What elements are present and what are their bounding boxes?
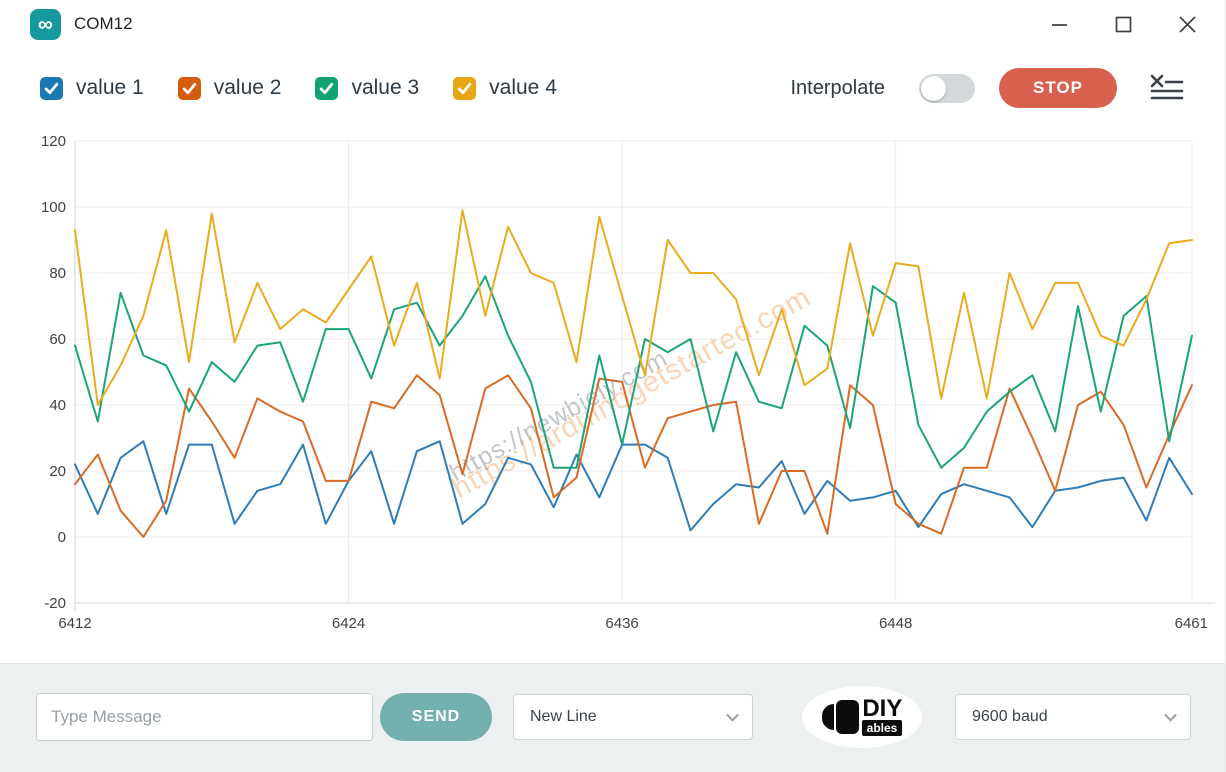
chart-region: https://newbiely.com https://arduinogets… — [0, 123, 1225, 653]
logo-badge: ables — [861, 720, 903, 736]
toolbar: value 1 value 2 value 3 value 4 Interpol… — [0, 52, 1225, 124]
clear-log-button[interactable] — [1148, 73, 1184, 103]
baud-rate-select[interactable]: 9600 baud — [955, 694, 1191, 740]
svg-text:6436: 6436 — [605, 615, 638, 632]
minimize-button[interactable] — [1051, 16, 1068, 33]
maximize-icon — [1115, 16, 1132, 32]
svg-text:6412: 6412 — [58, 615, 91, 632]
svg-text:100: 100 — [41, 199, 66, 216]
maximize-button[interactable] — [1115, 16, 1132, 33]
legend-item-value1[interactable]: value 1 — [40, 76, 144, 100]
logo-text: DIY — [862, 695, 903, 722]
baud-rate-value: 9600 baud — [972, 708, 1048, 725]
infinity-icon: ∞ — [38, 12, 53, 36]
bottom-panel: SEND New Line DIY ables 9600 baud — [0, 663, 1225, 772]
legend-item-value2[interactable]: value 2 — [177, 76, 282, 100]
svg-text:120: 120 — [41, 133, 66, 150]
interpolate-label: Interpolate — [790, 76, 885, 99]
logo-block-icon — [835, 700, 859, 734]
svg-text:60: 60 — [49, 331, 66, 348]
minimize-icon — [1052, 23, 1067, 26]
close-button[interactable] — [1179, 15, 1196, 33]
legend-label: value 1 — [76, 76, 144, 99]
line-ending-value: New Line — [530, 708, 597, 725]
message-input[interactable] — [36, 693, 373, 741]
window-controls — [1051, 15, 1225, 33]
legend-label: value 3 — [351, 76, 420, 99]
svg-text:40: 40 — [49, 397, 66, 414]
checkbox-value4-icon — [453, 76, 477, 100]
legend-item-value3[interactable]: value 3 — [315, 76, 419, 100]
close-icon — [1179, 15, 1196, 33]
interpolate-toggle[interactable] — [919, 73, 975, 103]
svg-text:20: 20 — [49, 463, 66, 480]
svg-text:6424: 6424 — [332, 615, 365, 632]
checkbox-value2-icon — [177, 76, 201, 100]
svg-text:0: 0 — [58, 529, 66, 546]
line-chart: 120 100 80 60 40 20 0 -20 6412 6424 6436 6448 6461 — [41, 133, 1215, 632]
toggle-knob-icon — [921, 75, 946, 101]
clear-list-icon — [1150, 74, 1183, 99]
legend-label: value 4 — [489, 76, 557, 99]
diyables-logo: DIY ables — [802, 686, 922, 748]
svg-text:6461: 6461 — [1175, 615, 1208, 632]
arduino-app-icon: ∞ — [30, 8, 61, 40]
chevron-down-icon — [726, 708, 739, 722]
titlebar: ∞ COM12 — [0, 0, 1225, 48]
svg-text:-20: -20 — [44, 595, 66, 612]
svg-text:6448: 6448 — [879, 615, 912, 632]
logo-halfdisc-icon — [821, 704, 834, 730]
stop-button[interactable]: STOP — [999, 68, 1117, 108]
svg-text:80: 80 — [49, 265, 66, 282]
checkbox-value1-icon — [40, 76, 63, 100]
chevron-down-icon — [1164, 708, 1177, 722]
legend-item-value4[interactable]: value 4 — [453, 76, 557, 100]
legend-label: value 2 — [213, 76, 282, 99]
line-ending-select[interactable]: New Line — [513, 694, 753, 740]
checkbox-value3-icon — [315, 76, 339, 100]
send-button[interactable]: SEND — [380, 693, 492, 741]
window-title: COM12 — [74, 14, 133, 33]
